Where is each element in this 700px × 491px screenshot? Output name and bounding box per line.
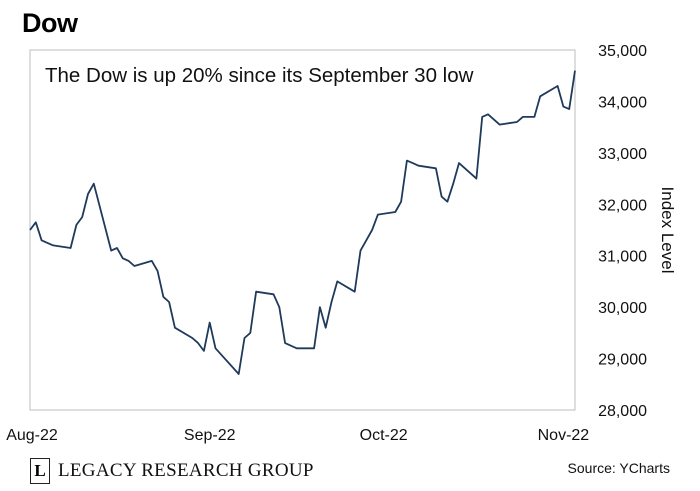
x-tick-label: Nov-22 bbox=[538, 427, 590, 444]
x-axis: Aug-22 Sep-22 Oct-22 Nov-22 bbox=[6, 427, 589, 444]
chart-annotation: The Dow is up 20% since its September 30… bbox=[45, 64, 474, 87]
y-tick-label: 34,000 bbox=[598, 94, 647, 111]
y-axis: 28,000 29,000 30,000 31,000 32,000 33,000 34,0… bbox=[598, 43, 647, 420]
y-tick-label: 35,000 bbox=[598, 43, 647, 60]
x-tick-label: Aug-22 bbox=[6, 427, 58, 444]
plot-frame bbox=[29, 49, 576, 411]
y-axis-label: Index Level bbox=[658, 187, 677, 274]
y-tick-label: 29,000 bbox=[598, 352, 647, 369]
y-tick-label: 28,000 bbox=[598, 403, 647, 420]
source-note: Source: YCharts bbox=[567, 460, 670, 476]
y-tick-label: 33,000 bbox=[598, 146, 647, 163]
dow-series-line bbox=[29, 70, 576, 375]
y-tick-label: 32,000 bbox=[598, 197, 647, 214]
y-tick-label: 31,000 bbox=[598, 249, 647, 266]
brand-name: LEGACY RESEARCH GROUP bbox=[58, 460, 314, 481]
y-tick-label: 30,000 bbox=[598, 300, 647, 317]
x-tick-label: Sep-22 bbox=[184, 427, 236, 444]
brand-mark-icon: L bbox=[30, 458, 50, 484]
brand-logo: L LEGACY RESEARCH GROUP bbox=[30, 458, 314, 484]
x-tick-label: Oct-22 bbox=[360, 427, 408, 444]
chart-title: Dow bbox=[22, 8, 78, 38]
